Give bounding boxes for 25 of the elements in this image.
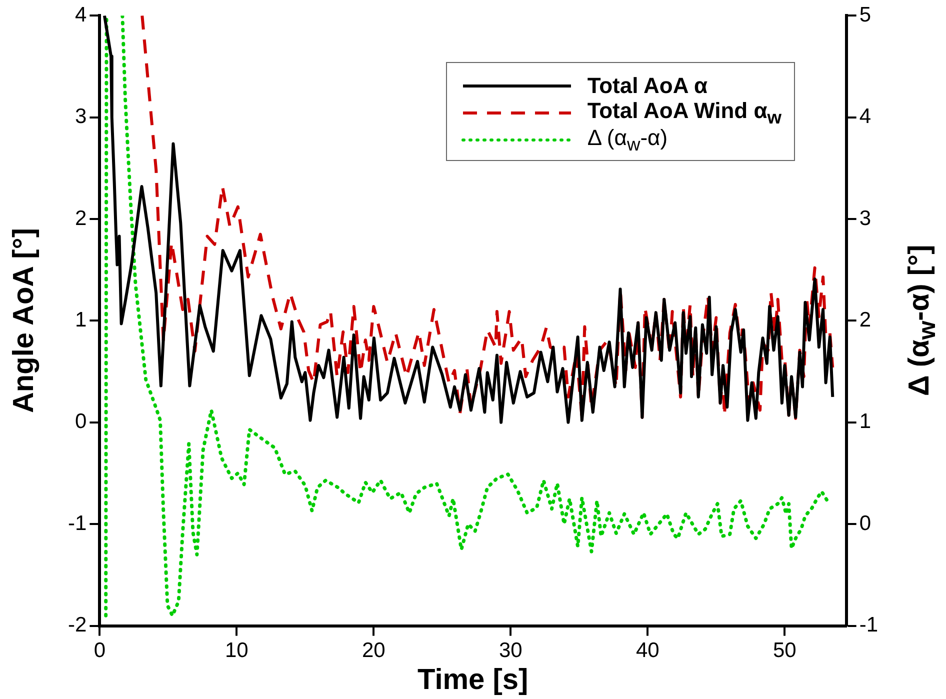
y-tick-label: 1 (74, 308, 87, 332)
y2-tick-label: 4 (859, 105, 872, 128)
y2-tick-label: 0 (859, 512, 872, 535)
legend-label: Total AoA α (587, 73, 708, 100)
y2-tick-label: -1 (859, 614, 878, 637)
y-tick-label: 2 (74, 206, 87, 230)
y2-tick-label: 2 (859, 308, 872, 332)
x-tick-label: 50 (772, 639, 796, 662)
y-tick-label: -1 (68, 512, 87, 535)
y2-tick-label: 3 (859, 206, 872, 230)
y-axis-title: Angle AoA [°] (8, 228, 41, 414)
y-tick-label: 4 (74, 3, 87, 26)
legend-label: Total AoA Wind α$_{w}$ (587, 98, 782, 128)
x-axis-title: Time [s] (418, 664, 528, 696)
y-tick-label: 3 (74, 105, 87, 128)
x-tick-label: 0 (94, 639, 106, 662)
y2-tick-label: 5 (859, 3, 872, 26)
x-tick-label: 30 (498, 639, 522, 662)
y-tick-label: 0 (74, 410, 87, 434)
y-tick-label: -2 (68, 614, 87, 637)
x-tick-label: 10 (224, 639, 248, 662)
legend-label: Δ (α$_{w}$-α) (587, 124, 668, 156)
x-tick-label: 20 (362, 639, 386, 662)
y2-tick-label: 1 (859, 410, 872, 434)
x-tick-label: 40 (636, 639, 660, 662)
